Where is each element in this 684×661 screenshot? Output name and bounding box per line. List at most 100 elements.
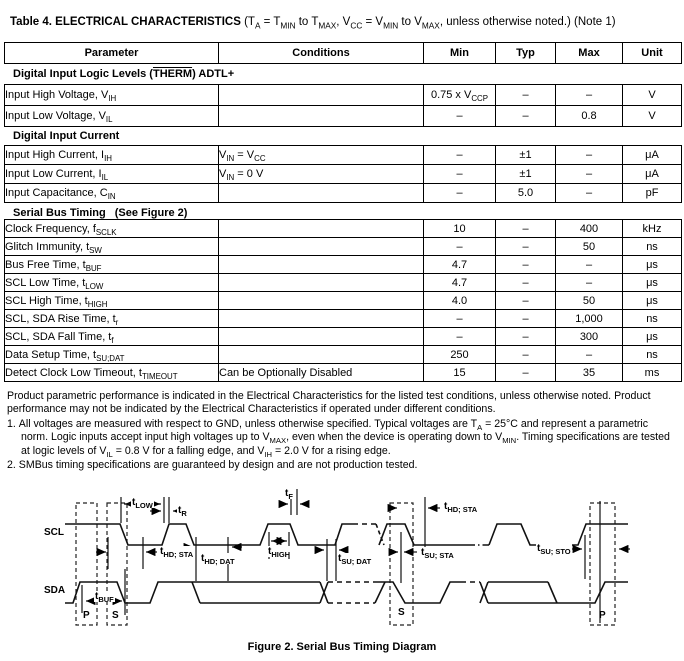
cell-conditions xyxy=(218,105,424,127)
note-text: All voltages are measured with respect t… xyxy=(18,417,670,459)
t-low-label: tLOW xyxy=(131,497,154,510)
table-row: SCL, SDA Fall Time, tf – –300 μs xyxy=(4,327,682,346)
table-row: Data Setup Time, tSU;DAT 250– – ns xyxy=(4,345,682,364)
cell-unit: μs xyxy=(622,255,682,274)
timing-arrows xyxy=(85,499,630,606)
cell-parameter: Clock Frequency, fSCLK xyxy=(4,219,219,238)
table-row: Input Capacitance, CIN –5.0– pF xyxy=(4,183,682,203)
cell-max: – xyxy=(555,273,623,292)
cell-typ: – xyxy=(495,363,556,382)
cell-typ: – xyxy=(495,105,556,127)
t-f-label: tF xyxy=(284,488,294,501)
cell-unit: ns xyxy=(622,309,682,328)
cell-conditions xyxy=(218,183,424,203)
cell-parameter: Input High Current, IIH xyxy=(4,145,219,165)
table-row: Input High Current, IIH VIN = VCC – ±1– μA xyxy=(4,145,682,165)
cell-min: 0.75 x VCCP xyxy=(423,84,496,106)
cell-parameter: Data Setup Time, tSU;DAT xyxy=(4,345,219,364)
column-header-max: Max xyxy=(555,42,623,64)
section-table: Input High Current, IIH VIN = VCC – ±1– μA In… xyxy=(4,145,682,203)
cell-conditions: Can be Optionally Disabled xyxy=(218,363,424,382)
t-r-label: tR xyxy=(177,505,188,518)
table-row: SCL Low Time, tLOW 4.7– – μs xyxy=(4,273,682,292)
section-title-note: (See Figure 2) xyxy=(114,207,188,219)
notes-list: 1. All voltages are measured with respec… xyxy=(7,418,678,473)
cell-typ: – xyxy=(495,309,556,328)
cell-typ: – xyxy=(495,255,556,274)
cell-typ: – xyxy=(495,327,556,346)
cell-max: – xyxy=(555,345,623,364)
section-title-text: Serial Bus Timing xyxy=(13,207,106,219)
cell-conditions: VIN = 0 V xyxy=(218,164,424,184)
cell-parameter: SCL High Time, tHIGH xyxy=(4,291,219,310)
cell-parameter: SCL, SDA Rise Time, tr xyxy=(4,309,219,328)
stop-condition-marker-left: P xyxy=(83,610,90,621)
cell-min: – xyxy=(423,309,496,328)
column-header-typ: Typ xyxy=(495,42,556,64)
section-title-text: Digital Input Current xyxy=(13,130,120,142)
cell-max: 35 xyxy=(555,363,623,382)
table-row: SCL High Time, tHIGH 4.0–50 μs xyxy=(4,291,682,310)
cell-conditions xyxy=(218,309,424,328)
cell-unit: pF xyxy=(622,183,682,203)
t-su-sta-label: tSU; STA xyxy=(420,547,455,560)
cell-parameter: Input Capacitance, CIN xyxy=(4,183,219,203)
cell-min: 4.7 xyxy=(423,273,496,292)
note-number: 2. xyxy=(7,459,16,472)
cell-unit: kHz xyxy=(622,219,682,238)
section-title-text: Digital Input Logic Levels (THERM) ADTL+ xyxy=(13,68,235,80)
table-row: Input Low Voltage, VIL – –0.8 V xyxy=(4,105,682,127)
timing-diagram-waveforms xyxy=(65,489,630,626)
cell-typ: ±1 xyxy=(495,164,556,184)
cell-typ: – xyxy=(495,219,556,238)
table-row: SCL, SDA Rise Time, tr – –1,000 ns xyxy=(4,309,682,328)
section-table: Clock Frequency, fSCLK 10–400 kHz Glitch Im… xyxy=(4,219,682,382)
t-hd-sta-label-1: tHD; STA xyxy=(159,546,195,559)
notes-intro: Product parametric performance is indica… xyxy=(7,390,651,416)
cell-typ: – xyxy=(495,345,556,364)
table-row: Clock Frequency, fSCLK 10–400 kHz xyxy=(4,219,682,238)
table-row: Glitch Immunity, tSW – –50 ns xyxy=(4,237,682,256)
cell-unit: μA xyxy=(622,164,682,184)
cell-max: – xyxy=(555,183,623,203)
t-hd-dat-label: tHD; DAT xyxy=(200,553,236,566)
cell-min: – xyxy=(423,145,496,165)
table-title: Table 4. ELECTRICAL CHARACTERISTICS (TA … xyxy=(10,16,616,30)
note-text: SMBus timing specifications are guarante… xyxy=(18,459,418,472)
cell-min: 10 xyxy=(423,219,496,238)
cell-min: 250 xyxy=(423,345,496,364)
cell-max: 50 xyxy=(555,237,623,256)
section-title: Serial Bus Timing (See Figure 2) xyxy=(13,207,187,219)
note-number: 1. xyxy=(7,417,16,430)
table-header-row: Parameter Conditions Min Typ Max Unit xyxy=(4,42,682,64)
start-condition-marker-mid: S xyxy=(398,607,405,618)
scl-waveform xyxy=(65,523,628,546)
cell-conditions xyxy=(218,291,424,310)
section-table: Input High Voltage, VIH 0.75 x VCCP – – V Inp… xyxy=(4,84,682,127)
cell-conditions xyxy=(218,84,424,106)
cell-typ: – xyxy=(495,237,556,256)
cell-max: 0.8 xyxy=(555,105,623,127)
cell-min: – xyxy=(423,327,496,346)
section-title: Digital Input Current xyxy=(13,130,119,142)
cell-conditions xyxy=(218,273,424,292)
cell-min: 4.0 xyxy=(423,291,496,310)
column-header-conditions: Conditions xyxy=(218,42,424,64)
t-su-sto-label: tSU; STO xyxy=(536,543,572,556)
t-high-label: tHIGH xyxy=(267,546,292,559)
cell-max: 300 xyxy=(555,327,623,346)
cell-parameter: Glitch Immunity, tSW xyxy=(4,237,219,256)
header-row: Parameter Conditions Min Typ Max Unit xyxy=(4,42,682,64)
table-row: Bus Free Time, tBUF 4.7– – μs xyxy=(4,255,682,274)
stop-condition-marker-right: P xyxy=(599,610,606,621)
t-hd-sta-label-2: tHD; STA xyxy=(443,501,479,514)
timing-diagram: SCL SDA tLOW tR tF tHD; STA tHD; DAT tHI… xyxy=(0,475,684,639)
cell-min: – xyxy=(423,183,496,203)
section-title: Digital Input Logic Levels (THERM) ADTL+ xyxy=(13,68,234,80)
cell-parameter: Input High Voltage, VIH xyxy=(4,84,219,106)
cell-unit: μs xyxy=(622,291,682,310)
figure-caption: Figure 2. Serial Bus Timing Diagram xyxy=(247,641,437,653)
table-row: Input Low Current, IIL VIN = 0 V – ±1– μA xyxy=(4,164,682,184)
cell-unit: μs xyxy=(622,327,682,346)
column-header-parameter: Parameter xyxy=(4,42,219,64)
